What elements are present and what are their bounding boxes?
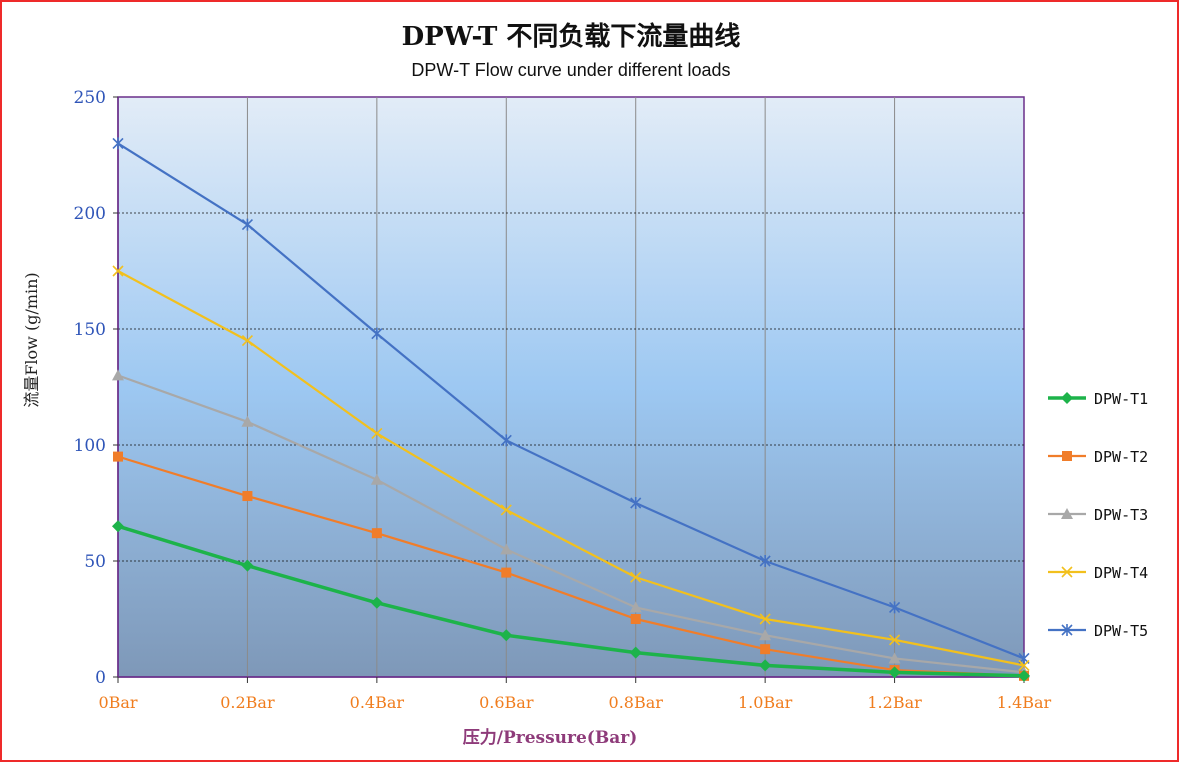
- legend-swatch-marker: [1062, 451, 1072, 461]
- y-tick-label: 100: [74, 436, 106, 456]
- legend-item-dpw-t3: DPW-T3: [1048, 506, 1148, 524]
- data-point: [759, 613, 771, 625]
- y-tick-label: 0: [95, 668, 106, 688]
- data-point: [759, 629, 772, 641]
- data-point: [500, 629, 513, 642]
- data-point: [370, 473, 383, 485]
- data-point: [241, 415, 254, 427]
- y-axis-label: 流量Flow (g/min): [22, 272, 41, 407]
- legend-item-dpw-t1: DPW-T1: [1048, 390, 1148, 408]
- data-point: [889, 601, 901, 614]
- data-point: [242, 491, 253, 502]
- data-point: [371, 427, 383, 439]
- x-axis-label: 压力/Pressure(Bar): [463, 727, 637, 748]
- legend-swatch-marker: [1061, 624, 1073, 636]
- series-dpw-t4: [112, 265, 1030, 671]
- data-point: [500, 434, 512, 447]
- data-point: [241, 559, 254, 572]
- legend-item-dpw-t2: DPW-T2: [1048, 448, 1148, 466]
- data-point: [241, 335, 253, 347]
- data-point: [630, 571, 642, 583]
- legend-label: DPW-T1: [1094, 390, 1148, 408]
- legend: DPW-T1 DPW-T2 DPW-T3 DPW-T4 DPW-T5: [1048, 390, 1148, 640]
- series-line: [117, 270, 1025, 667]
- x-tick-label: 1.0Bar: [738, 693, 793, 712]
- series-line: [117, 374, 1025, 674]
- data-point: [112, 369, 124, 381]
- data-point: [759, 555, 771, 567]
- data-point: [888, 666, 901, 679]
- plot-area: [117, 96, 1025, 678]
- data-point: [500, 504, 512, 516]
- x-tick-label: 0.2Bar: [220, 693, 275, 712]
- data-point: [112, 137, 124, 150]
- legend-swatch-marker: [1061, 508, 1073, 519]
- y-tick-label: 50: [84, 552, 106, 572]
- x-tick-label: 0Bar: [98, 693, 137, 712]
- data-point: [241, 218, 253, 231]
- x-tick-label: 1.2Bar: [867, 693, 922, 712]
- legend-label: DPW-T2: [1094, 448, 1148, 466]
- series-line: [117, 455, 1025, 677]
- x-tick-label: 0.6Bar: [479, 693, 534, 712]
- legend-label: DPW-T4: [1094, 564, 1148, 582]
- x-tick-label: 0.4Bar: [350, 693, 405, 712]
- data-point: [371, 528, 382, 539]
- data-point: [889, 634, 901, 646]
- data-point: [112, 520, 124, 533]
- data-point: [630, 614, 641, 624]
- data-point: [759, 659, 772, 672]
- legend-label: DPW-T5: [1094, 622, 1148, 640]
- grid-lines: [117, 97, 1024, 678]
- y-tick-label: 200: [74, 204, 106, 224]
- legend-item-dpw-t5: DPW-T5: [1048, 622, 1148, 640]
- y-axis-ticks: 0 50 100 150 200 250: [74, 88, 118, 688]
- legend-swatch-marker: [1061, 566, 1073, 578]
- data-point: [370, 596, 383, 609]
- series-layer: [112, 137, 1030, 682]
- y-tick-label: 150: [74, 320, 106, 340]
- series-dpw-t1: [112, 520, 1030, 682]
- data-point: [1018, 659, 1030, 671]
- data-point: [629, 601, 642, 613]
- x-tick-label: 0.8Bar: [609, 693, 664, 712]
- chart-title: DPW-T 不同负载下流量曲线: [402, 22, 741, 52]
- series-line: [117, 524, 1025, 678]
- data-point: [500, 543, 513, 555]
- y-tick-label: 250: [74, 88, 106, 108]
- data-point: [371, 327, 383, 340]
- legend-label: DPW-T3: [1094, 506, 1148, 524]
- data-point: [629, 646, 642, 659]
- legend-swatch-marker: [1061, 392, 1073, 404]
- legend-item-dpw-t4: DPW-T4: [1048, 564, 1148, 582]
- data-point: [888, 652, 901, 664]
- data-point: [501, 567, 512, 578]
- data-point: [630, 497, 642, 509]
- data-point: [112, 265, 124, 277]
- x-axis-ticks: 0Bar 0.2Bar 0.4Bar 0.6Bar 0.8Bar 1.0Bar 1.2Bar…: [98, 677, 1052, 712]
- chart-subtitle: DPW-T Flow curve under different loads: [411, 60, 730, 80]
- x-tick-label: 1.4Bar: [997, 693, 1052, 712]
- data-point: [113, 451, 123, 462]
- data-point: [760, 644, 771, 655]
- series-line: [117, 142, 1025, 660]
- data-point: [1018, 669, 1030, 682]
